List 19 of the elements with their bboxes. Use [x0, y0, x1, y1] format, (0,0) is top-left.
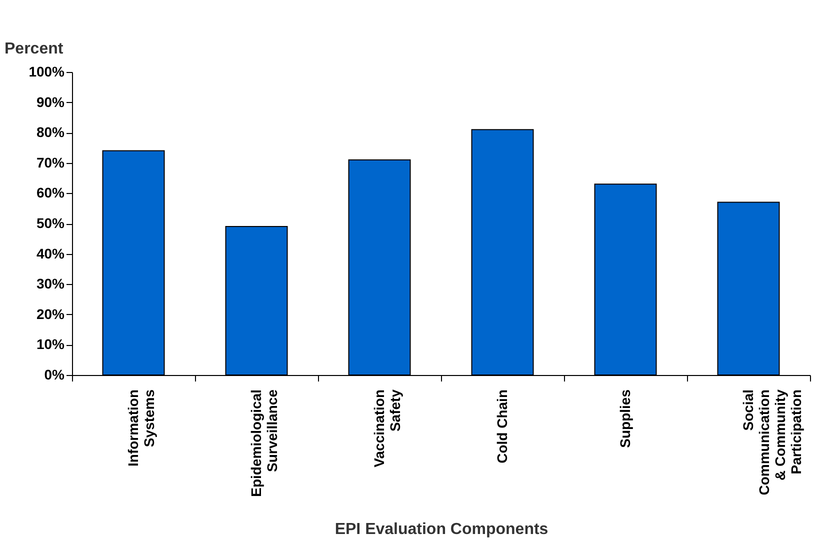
y-tick-label: 50%: [36, 215, 66, 231]
x-tick-label: Supplies: [617, 389, 633, 448]
y-tick-label: 40%: [36, 245, 66, 262]
x-tick-label: Information Systems: [125, 389, 157, 466]
y-tick-label: 0%: [44, 366, 66, 382]
y-tick-label: 100%: [28, 64, 66, 80]
y-tick-label: 60%: [36, 184, 66, 201]
y-tick-label: 20%: [36, 306, 66, 322]
x-tick-label: Social Communication & Community Participation: [740, 389, 804, 496]
x-tick-label: Cold Chain: [494, 390, 510, 464]
y-tick-label: 30%: [36, 276, 66, 292]
y-tick-label: 80%: [36, 124, 66, 140]
y-axis-title: Percent: [4, 40, 64, 58]
y-tick-label: 70%: [36, 154, 66, 170]
x-tick-label: Epidemiological Surveillance: [248, 389, 280, 497]
x-tick-label: Vaccination Safety: [371, 389, 403, 468]
x-axis-title: EPI Evaluation Components: [334, 520, 548, 538]
y-tick-label: 90%: [36, 94, 66, 110]
y-tick-label: 10%: [36, 336, 66, 352]
